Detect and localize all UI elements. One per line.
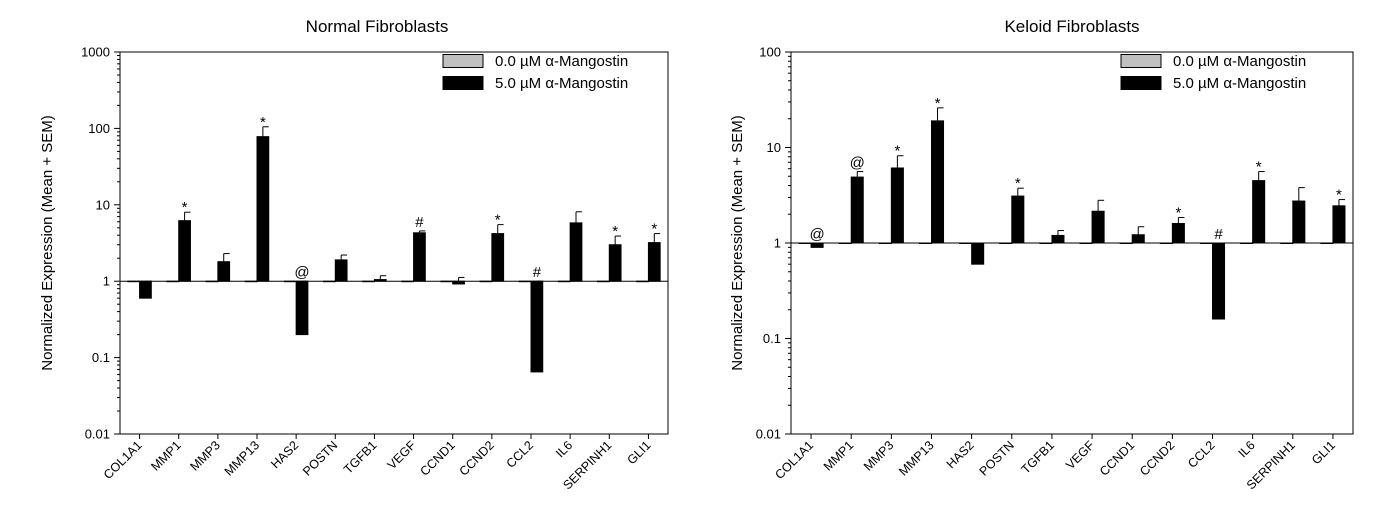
bar-treated-VEGF [1091,210,1105,244]
significance-marker: @ [294,264,309,281]
x-tick-label: HAS2 [944,438,977,471]
legend-swatch [442,54,484,68]
x-tick-label: MMP13 [222,438,262,478]
significance-marker: * [651,221,657,238]
bar-treated-CCND1 [1131,234,1145,244]
y-tick-label: 0.01 [756,427,781,442]
x-tick-label: TGFB1 [1019,438,1057,476]
bar-treated-CCL2 [530,280,544,373]
bar-treated-GLI1 [647,242,661,282]
legend-swatch [442,76,484,90]
chart-2: Keloid Fibroblasts Normalized Expression … [729,17,1354,492]
bar-treated-CCL2 [1212,242,1226,320]
y-tick-label: 0.01 [85,427,110,442]
x-tick-label: CCL2 [504,438,537,471]
significance-marker: # [415,214,424,231]
bar-treated-POSTN [1011,195,1025,244]
y-tick-label: 10 [96,197,110,212]
y-tick-label: 1 [774,236,781,251]
x-tick-label: MMP13 [896,438,936,478]
x-tick-label: HAS2 [268,438,301,471]
legend-swatch [1120,76,1162,90]
y-axis-label: Normalized Expression (Mean + SEM) [729,115,746,371]
y-tick-label: 100 [88,121,110,136]
x-tick-label: GLI1 [624,438,653,467]
bar-treated-COL1A1 [810,242,824,248]
x-tick-label: TGFB1 [341,438,379,476]
bar-treated-POSTN [334,259,348,282]
bar-treated-HAS2 [971,242,985,265]
bar-treated-IL6 [1252,180,1266,244]
chart-1: Normal Fibroblasts Normalized Expression … [39,17,669,492]
bar-treated-TGFB1 [1051,234,1065,244]
bar-treated-MMP1 [850,176,864,244]
significance-marker: * [1175,204,1181,221]
bar-treated-CCND2 [1171,223,1185,244]
significance-marker: * [1336,187,1342,204]
bar-treated-MMP1 [178,220,191,282]
bar-treated-VEGF [413,232,426,282]
x-tick-label: IL6 [1236,438,1258,460]
x-tick-label: VEGF [385,438,419,472]
significance-marker: * [495,212,501,229]
significance-marker: @ [850,155,865,172]
significance-marker: * [935,95,941,112]
x-tick-label: COL1A1 [772,438,816,482]
bar-treated-SERPINH1 [1292,200,1306,244]
legend-entry: 5.0 µM α-Mangostin [495,75,628,92]
chart-title: Normal Fibroblasts [306,17,449,36]
bar-treated-GLI1 [1332,205,1346,244]
bar-treated-HAS2 [295,280,309,336]
significance-marker: # [1214,226,1223,243]
bar-treated-IL6 [569,222,583,282]
legend-entry: 0.0 µM α-Mangostin [1173,53,1306,70]
x-tick-label: MMP3 [188,438,223,473]
plot-frame [790,51,1354,435]
y-tick-label: 0.1 [92,350,110,365]
x-tick-label: CCND2 [1137,438,1177,478]
x-tick-label: GLI1 [1309,438,1338,467]
x-tick-label: MMP3 [861,438,896,473]
x-tick-label: CCND1 [1097,438,1137,478]
legend-swatch [1120,54,1162,68]
bar-treated-CCND2 [491,233,505,282]
x-tick-label: MMP1 [821,438,856,473]
bar-treated-MMP13 [256,136,270,282]
legend-entry: 0.0 µM α-Mangostin [495,53,628,70]
significance-marker: * [612,223,618,240]
x-tick-label: VEGF [1063,438,1097,472]
x-tick-label: CCND1 [417,438,457,478]
y-tick-label: 1000 [81,45,110,60]
significance-marker: * [894,143,900,160]
bar-treated-MMP13 [931,120,945,244]
significance-marker: * [260,114,266,131]
significance-marker: # [533,264,542,281]
significance-marker: * [1256,159,1262,176]
significance-marker: @ [809,226,824,243]
x-tick-label: POSTN [300,438,340,478]
significance-marker: * [1015,175,1021,192]
x-tick-label: CCL2 [1185,438,1218,471]
x-tick-label: MMP1 [148,438,183,473]
y-tick-label: 10 [767,140,781,155]
y-tick-label: 1 [103,274,110,289]
bar-treated-MMP3 [890,167,904,244]
x-tick-label: IL6 [553,438,575,460]
bar-treated-MMP3 [217,261,231,282]
bar-treated-COL1A1 [139,280,152,299]
x-tick-label: CCND2 [457,438,497,478]
legend-entry: 5.0 µM α-Mangostin [1173,75,1306,92]
plot-frame [119,51,669,435]
chart-title: Keloid Fibroblasts [1004,17,1139,36]
y-tick-label: 100 [759,45,781,60]
y-axis-label: Normalized Expression (Mean + SEM) [39,115,56,371]
x-tick-label: POSTN [977,438,1017,478]
bar-treated-SERPINH1 [608,244,622,282]
significance-marker: * [182,199,188,216]
y-tick-label: 0.1 [763,331,781,346]
x-tick-label: COL1A1 [101,438,145,482]
